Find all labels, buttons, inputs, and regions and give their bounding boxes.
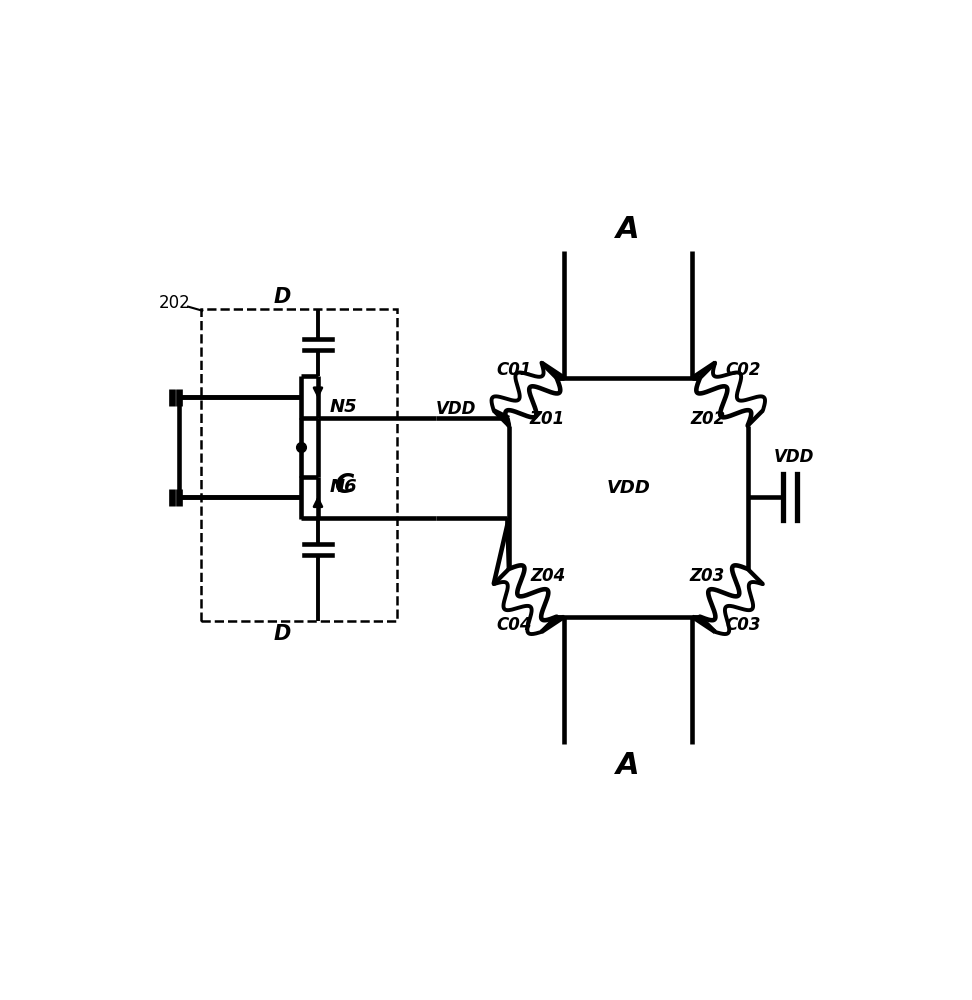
Text: D: D bbox=[273, 287, 291, 307]
Text: VDD: VDD bbox=[774, 448, 814, 466]
Text: Z03: Z03 bbox=[689, 567, 724, 585]
Text: C02: C02 bbox=[725, 361, 761, 379]
Text: N5: N5 bbox=[330, 398, 357, 416]
Text: N6: N6 bbox=[330, 478, 357, 496]
Text: Z04: Z04 bbox=[531, 567, 566, 585]
Text: A: A bbox=[616, 751, 641, 780]
Text: Z01: Z01 bbox=[529, 410, 565, 428]
Text: 202: 202 bbox=[158, 294, 191, 312]
Text: VDD: VDD bbox=[435, 400, 476, 418]
Text: C03: C03 bbox=[725, 616, 761, 634]
Text: D: D bbox=[273, 624, 291, 644]
Text: Z02: Z02 bbox=[691, 410, 726, 428]
Text: C01: C01 bbox=[496, 361, 532, 379]
Text: C: C bbox=[333, 473, 353, 499]
Text: A: A bbox=[616, 215, 641, 244]
Text: C04: C04 bbox=[496, 616, 532, 634]
Text: VDD: VDD bbox=[607, 479, 650, 497]
